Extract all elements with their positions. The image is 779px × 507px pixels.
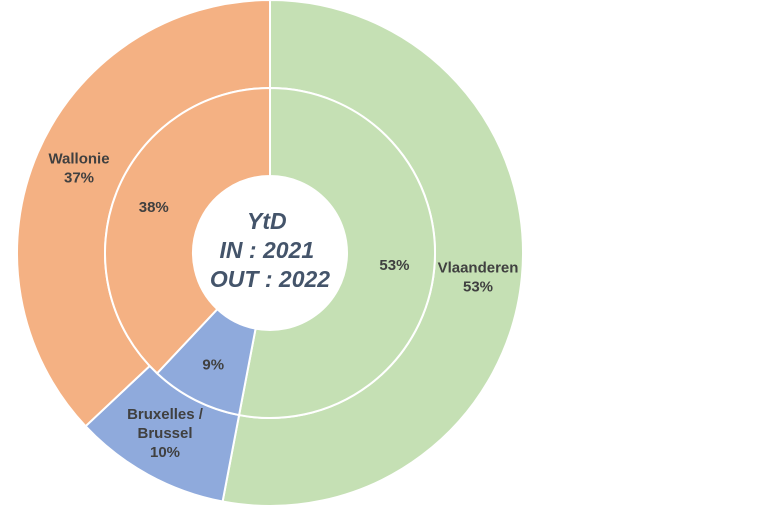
center-line-1: YtD (247, 208, 287, 234)
outer-label-wallonie-line: Wallonie (48, 151, 109, 168)
outer-label-vlaanderen: Vlaanderen 53% (438, 260, 519, 296)
inner-slice-wallonie (104, 86, 271, 375)
inner-label-bruxelles-brussel: 9% (202, 356, 224, 373)
inner-label-vlaanderen: 53% (379, 257, 409, 274)
center-line-3: OUT : 2022 (210, 266, 330, 292)
outer-label-vlaanderen-line: Vlaanderen (438, 260, 519, 277)
inner-label-vlaanderen-line: 53% (379, 257, 409, 274)
outer-label-wallonie: Wallonie 37% (48, 151, 109, 187)
outer-label-bruxelles-brussel: Bruxelles / Brussel 10% (127, 406, 204, 461)
data-labels: 53% 9% 38% Vlaanderen 53% Bruxelles / Brussel 1… (48, 151, 518, 462)
inner-slice-vlaanderen (237, 86, 436, 419)
inner-ring (104, 86, 436, 419)
outer-label-vlaanderen-line: 53% (463, 279, 493, 296)
outer-label-wallonie-line: 37% (64, 170, 94, 187)
outer-label-bruxelles-brussel-line: Bruxelles / (127, 406, 204, 423)
outer-label-bruxelles-brussel-line: 10% (150, 444, 180, 461)
inner-label-wallonie: 38% (139, 199, 169, 216)
outer-label-bruxelles-brussel-line: Brussel (137, 425, 192, 442)
center-line-2: IN : 2021 (220, 237, 315, 263)
inner-label-bruxelles-brussel-line: 9% (202, 356, 224, 373)
inner-label-wallonie-line: 38% (139, 199, 169, 216)
center-label: YtD IN : 2021 OUT : 2022 (210, 208, 330, 292)
